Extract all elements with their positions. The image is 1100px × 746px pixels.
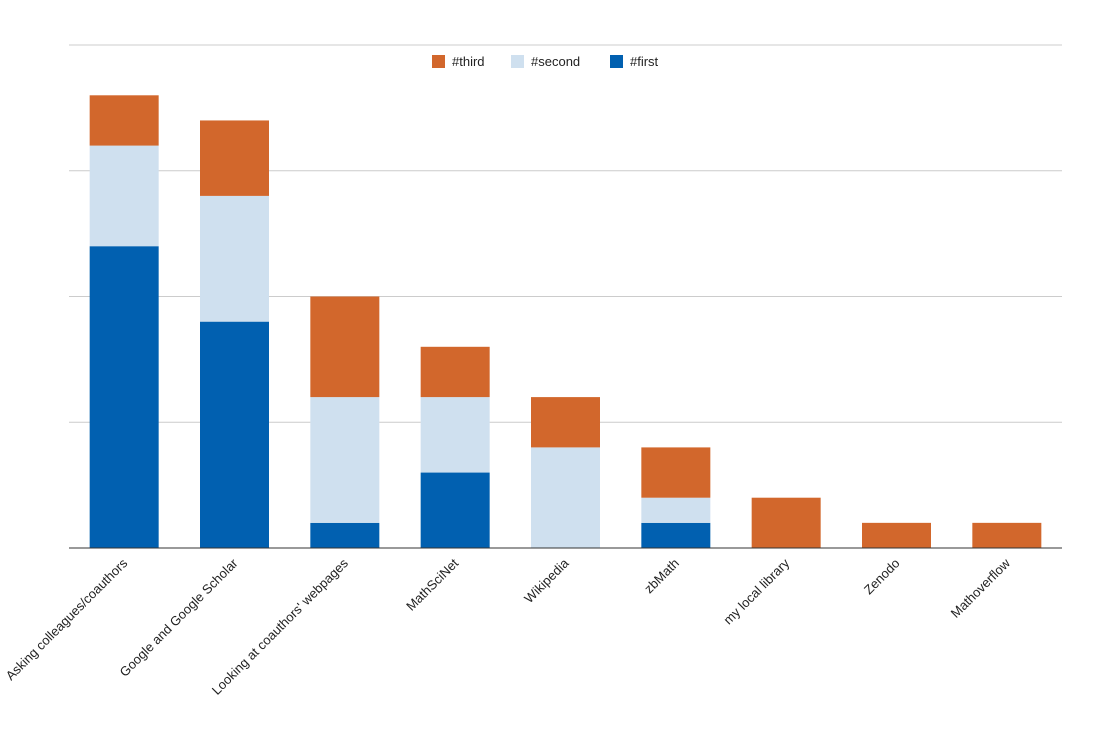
x-tick-label: my local library: [720, 555, 792, 627]
bar-segment-third: [531, 397, 600, 448]
bar-segment-second: [310, 397, 380, 523]
legend-swatch: [511, 55, 524, 68]
legend-label: #third: [452, 54, 485, 69]
x-tick-label: Mathoverflow: [948, 555, 1014, 621]
bar-segment-third: [420, 346, 490, 398]
x-tick-label: Google and Google Scholar: [117, 555, 242, 680]
legend-swatch: [432, 55, 445, 68]
bar-segment-third: [310, 296, 380, 398]
bar-segment-third: [89, 95, 159, 146]
bar-segment-first: [89, 246, 159, 548]
bar-segment-third: [862, 522, 931, 548]
legend-label: #first: [630, 54, 659, 69]
legend-label: #second: [531, 54, 580, 69]
legend-swatch: [610, 55, 623, 68]
x-tick-label: MathSciNet: [403, 555, 461, 613]
bar-segment-third: [972, 522, 1042, 548]
bar-segment-third: [641, 447, 711, 498]
bar-segment-second: [200, 195, 269, 322]
bar-segment-first: [420, 472, 490, 548]
bar-segment-first: [310, 522, 380, 548]
x-tick-label: zbMath: [641, 556, 682, 597]
bar-segment-third: [751, 497, 821, 548]
x-tick-label: Asking colleagues/coauthors: [3, 555, 131, 683]
x-tick-label: Zenodo: [861, 556, 903, 598]
bar-segment-second: [89, 145, 159, 247]
bar-segment-second: [641, 497, 711, 523]
bar-segment-third: [200, 120, 269, 196]
bar-segment-first: [200, 321, 269, 548]
bar-segment-second: [531, 447, 600, 548]
bar-segment-first: [641, 522, 711, 548]
bar-segment-second: [420, 397, 490, 473]
x-tick-label: Wikipedia: [521, 555, 572, 606]
